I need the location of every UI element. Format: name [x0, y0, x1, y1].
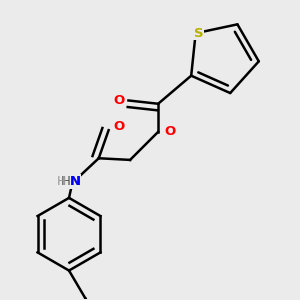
Text: O: O [113, 94, 124, 107]
Text: H: H [57, 175, 66, 188]
Text: S: S [194, 27, 204, 40]
Text: O: O [113, 120, 124, 134]
Text: O: O [164, 125, 176, 138]
Text: N: N [70, 175, 81, 188]
Text: HN: HN [61, 175, 80, 188]
